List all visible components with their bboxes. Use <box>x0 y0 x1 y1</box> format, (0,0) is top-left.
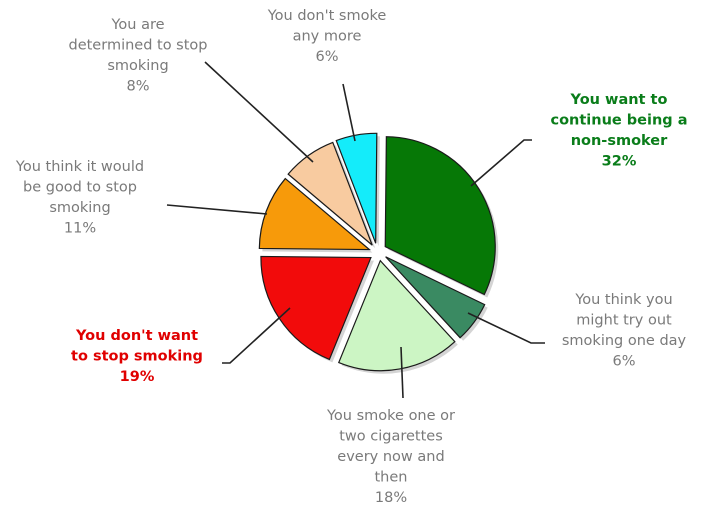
leader-line <box>204 61 314 163</box>
slice-label: You want to continue being a non-smoker 32% <box>550 92 687 170</box>
slice-label: You are determined to stop smoking 8% <box>69 17 208 95</box>
pie-slice <box>335 132 378 244</box>
pie-slice <box>385 256 486 339</box>
slice-label: You smoke one or two cigarettes every now … <box>326 408 455 506</box>
slice-label: You think you might try out smoking one da… <box>562 292 687 370</box>
slice-label: You don't want to stop smoking 19% <box>71 328 203 385</box>
leader-line <box>342 83 356 142</box>
leader-line <box>400 346 404 399</box>
leader-line <box>166 204 268 215</box>
pie-slice <box>258 177 372 251</box>
pie-slice <box>384 136 496 296</box>
slice-label: You think it would be good to stop smoking… <box>15 159 144 237</box>
leader-line <box>222 307 291 364</box>
pie-slice <box>287 141 373 246</box>
leader-line <box>467 312 545 344</box>
leader-line <box>470 139 532 187</box>
pie-slice <box>337 259 456 372</box>
slice-label: You don't smoke any more 6% <box>267 8 387 65</box>
